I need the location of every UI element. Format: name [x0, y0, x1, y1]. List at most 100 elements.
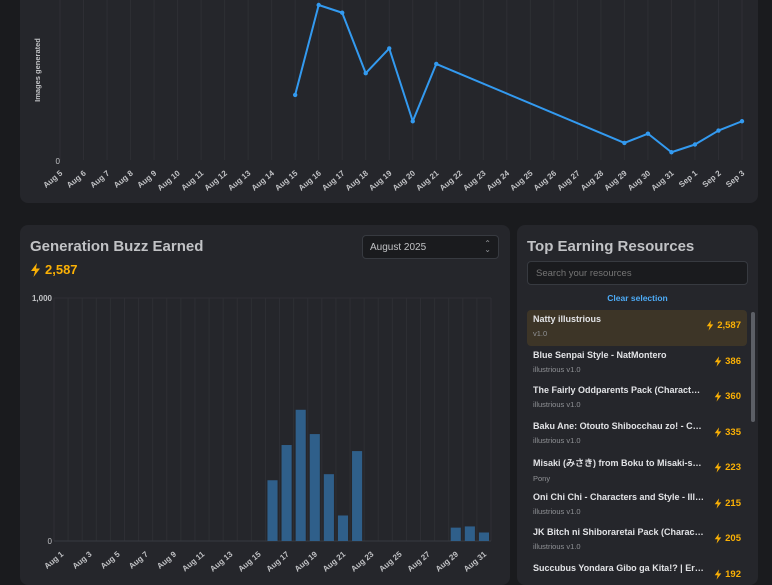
resource-version: Pony	[533, 474, 741, 483]
bar	[338, 515, 348, 541]
resource-item[interactable]: Baku Ane: Otouto Shibocchau zo! - Chara.…	[527, 417, 747, 453]
resource-item[interactable]: Succubus Yondara Gibo ga Kita!? | Erika.…	[527, 559, 747, 585]
resource-name: Misaki (みさき) from Boku to Misaki-sama...	[533, 456, 705, 469]
bar	[310, 434, 320, 541]
x-tick-label: Aug 27	[555, 168, 582, 192]
lightning-icon	[714, 427, 722, 438]
data-point	[316, 3, 320, 7]
x-tick-label: Aug 7	[89, 168, 112, 190]
x-tick-label: Aug 15	[236, 549, 263, 573]
x-tick-label: Aug 21	[414, 168, 441, 192]
data-point	[364, 71, 368, 75]
x-tick-label: Aug 15	[273, 168, 300, 192]
resource-item[interactable]: Oni Chi Chi - Characters and Style - Ill…	[527, 488, 747, 524]
resource-version: illustrious v1.0	[533, 542, 741, 551]
resources-title: Top Earning Resources	[527, 238, 694, 255]
resource-name: Natty illustrious	[533, 314, 705, 324]
lightning-icon	[714, 391, 722, 402]
x-tick-label: Aug 23	[349, 549, 376, 573]
x-tick-label: Aug 21	[321, 549, 348, 573]
x-tick-label: Aug 28	[579, 168, 606, 192]
series-line	[295, 5, 742, 152]
bar	[352, 451, 362, 541]
x-tick-label: Aug 19	[367, 168, 394, 192]
x-tick-label: Aug 23	[461, 168, 488, 192]
x-tick-label: Aug 24	[485, 168, 512, 192]
x-tick-label: Aug 5	[41, 168, 64, 190]
data-point	[434, 62, 438, 66]
x-tick-label: Aug 18	[344, 168, 371, 192]
x-tick-label: Aug 22	[438, 168, 465, 192]
resource-buzz-value: 215	[725, 498, 741, 509]
bar	[267, 480, 277, 541]
lightning-icon	[706, 320, 714, 331]
lightning-icon	[714, 462, 722, 473]
x-tick-label: Aug 16	[297, 168, 324, 192]
x-tick-label: Aug 29	[434, 549, 461, 573]
resource-buzz-value: 386	[725, 356, 741, 367]
x-tick-label: Aug 25	[508, 168, 535, 192]
x-tick-label: Aug 8	[112, 168, 135, 190]
bar	[296, 410, 306, 541]
scrollbar[interactable]	[751, 312, 755, 422]
x-tick-label: Aug 1	[43, 549, 66, 571]
bar	[479, 532, 489, 541]
top-earning-resources-panel: Top Earning Resources Clear selection Na…	[517, 225, 758, 585]
resource-name: JK Bitch ni Shiboraretai Pack (Character…	[533, 527, 705, 537]
resource-name: Succubus Yondara Gibo ga Kita!? | Erika.…	[533, 563, 705, 573]
data-point	[622, 141, 626, 145]
x-tick-label: Aug 9	[155, 549, 178, 571]
x-tick-label: Aug 30	[626, 168, 653, 192]
x-tick-label: Aug 11	[180, 549, 206, 573]
resource-buzz: 205	[714, 533, 741, 544]
resource-item[interactable]: Misaki (みさき) from Boku to Misaki-sama...…	[527, 452, 747, 488]
resource-item[interactable]: The Fairly Oddparents Pack (Characters..…	[527, 381, 747, 417]
resource-version: illustrious v1.0	[533, 436, 741, 445]
resource-buzz-value: 205	[725, 533, 741, 544]
x-tick-label: Aug 31	[650, 168, 677, 192]
data-point	[740, 119, 744, 123]
resource-name: The Fairly Oddparents Pack (Characters..…	[533, 385, 705, 395]
y-zero-label: 0	[56, 157, 61, 166]
data-point	[340, 11, 344, 15]
lightning-icon	[714, 498, 722, 509]
clear-selection-link[interactable]: Clear selection	[517, 293, 758, 303]
resource-version: illustrious v1.0	[533, 365, 741, 374]
data-point	[293, 93, 297, 97]
x-tick-label: Aug 10	[156, 168, 183, 192]
x-tick-label: Aug 31	[462, 549, 489, 573]
resource-buzz-value: 2,587	[717, 320, 741, 331]
resource-name: Baku Ane: Otouto Shibocchau zo! - Chara.…	[533, 421, 705, 431]
resource-search-input[interactable]	[527, 261, 748, 285]
data-point	[669, 150, 673, 154]
x-tick-label: Sep 1	[677, 168, 700, 189]
y-axis-label: Images generated	[33, 38, 42, 102]
resource-buzz: 360	[714, 391, 741, 402]
resource-item[interactable]: JK Bitch ni Shiboraretai Pack (Character…	[527, 523, 747, 559]
x-tick-label: Aug 17	[265, 549, 292, 573]
lightning-icon	[714, 569, 722, 580]
resource-buzz: 335	[714, 427, 741, 438]
resource-buzz-value: 360	[725, 391, 741, 402]
resource-buzz: 2,587	[706, 320, 741, 331]
resource-version: illustrious v1.0	[533, 400, 741, 409]
x-tick-label: Aug 13	[226, 168, 253, 192]
x-tick-label: Aug 6	[65, 168, 88, 190]
x-tick-label: Aug 26	[532, 168, 559, 192]
resource-buzz: 215	[714, 498, 741, 509]
resource-buzz: 223	[714, 462, 741, 473]
resource-buzz-value: 223	[725, 462, 741, 473]
x-tick-label: Aug 5	[99, 549, 122, 571]
x-tick-label: Sep 3	[724, 168, 747, 189]
lightning-icon	[714, 356, 722, 367]
resource-name: Oni Chi Chi - Characters and Style - Ill…	[533, 492, 705, 502]
x-tick-label: Aug 3	[71, 549, 94, 571]
data-point	[387, 46, 391, 50]
bar	[451, 528, 461, 541]
x-tick-label: Aug 14	[250, 168, 277, 192]
